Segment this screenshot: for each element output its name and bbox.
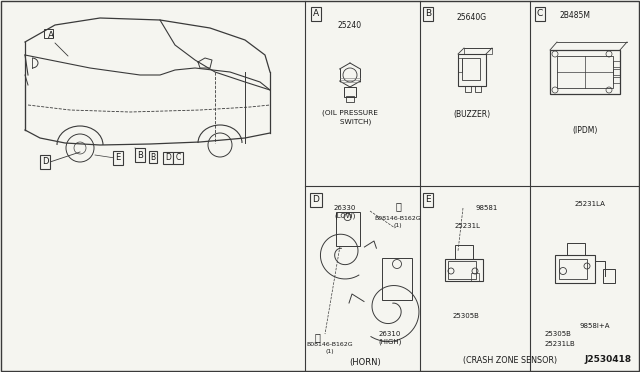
Bar — [613, 69, 620, 75]
Text: (LOW): (LOW) — [334, 213, 356, 219]
Text: D: D — [165, 154, 171, 163]
Text: (1): (1) — [394, 222, 403, 228]
Text: B: B — [137, 151, 143, 160]
Text: 26310: 26310 — [379, 331, 401, 337]
Bar — [550, 50, 620, 94]
Text: 25240: 25240 — [338, 20, 362, 29]
Bar — [559, 259, 587, 279]
Text: (CRASH ZONE SENSOR): (CRASH ZONE SENSOR) — [463, 356, 557, 365]
Text: A: A — [313, 10, 319, 19]
Text: (OIL PRESSURE: (OIL PRESSURE — [322, 110, 378, 116]
Text: 25640G: 25640G — [457, 13, 487, 22]
Bar — [555, 255, 595, 283]
Text: B: B — [150, 153, 156, 161]
Text: (HIGH): (HIGH) — [378, 339, 402, 345]
Text: B08146-B162G: B08146-B162G — [307, 341, 353, 346]
Text: 25231LA: 25231LA — [575, 201, 605, 207]
Bar — [613, 61, 620, 67]
Text: 2B485M: 2B485M — [559, 10, 590, 19]
Bar — [471, 273, 479, 281]
Bar — [382, 258, 412, 300]
Text: 25305B: 25305B — [545, 331, 572, 337]
Bar — [448, 261, 476, 279]
Text: A: A — [48, 31, 54, 39]
Text: B08146-B162G: B08146-B162G — [374, 215, 421, 221]
Text: 26330: 26330 — [334, 205, 356, 211]
Bar — [44, 29, 53, 38]
Text: 25231L: 25231L — [455, 223, 481, 229]
Text: D: D — [312, 196, 319, 205]
Bar — [613, 77, 620, 83]
Bar — [567, 243, 585, 255]
Bar — [445, 259, 483, 281]
Text: D: D — [42, 157, 48, 167]
Text: Ⓑ: Ⓑ — [314, 332, 320, 342]
Text: C: C — [175, 154, 180, 163]
Bar — [455, 245, 473, 259]
Text: (IPDM): (IPDM) — [572, 125, 598, 135]
Bar — [462, 58, 480, 80]
Bar — [557, 56, 613, 88]
Bar — [458, 54, 486, 86]
Bar — [346, 96, 354, 102]
Text: 98581: 98581 — [476, 205, 499, 211]
Text: (BUZZER): (BUZZER) — [453, 109, 491, 119]
Text: J2530418: J2530418 — [585, 355, 632, 364]
Text: B: B — [425, 10, 431, 19]
Text: C: C — [537, 10, 543, 19]
Text: (HORN): (HORN) — [349, 357, 381, 366]
Bar — [344, 87, 356, 97]
Text: SWITCH): SWITCH) — [328, 119, 372, 125]
Text: Ⓑ: Ⓑ — [395, 201, 401, 211]
Text: 9858l+A: 9858l+A — [580, 323, 611, 329]
Bar — [464, 48, 492, 54]
Text: (1): (1) — [326, 349, 334, 353]
Bar — [465, 86, 471, 92]
Text: 25305B: 25305B — [453, 313, 480, 319]
Bar — [475, 86, 481, 92]
Text: 25231LB: 25231LB — [545, 341, 576, 347]
Text: E: E — [115, 154, 120, 163]
Bar — [603, 269, 615, 283]
Bar — [335, 212, 360, 246]
Text: E: E — [425, 196, 431, 205]
Bar — [458, 58, 462, 72]
